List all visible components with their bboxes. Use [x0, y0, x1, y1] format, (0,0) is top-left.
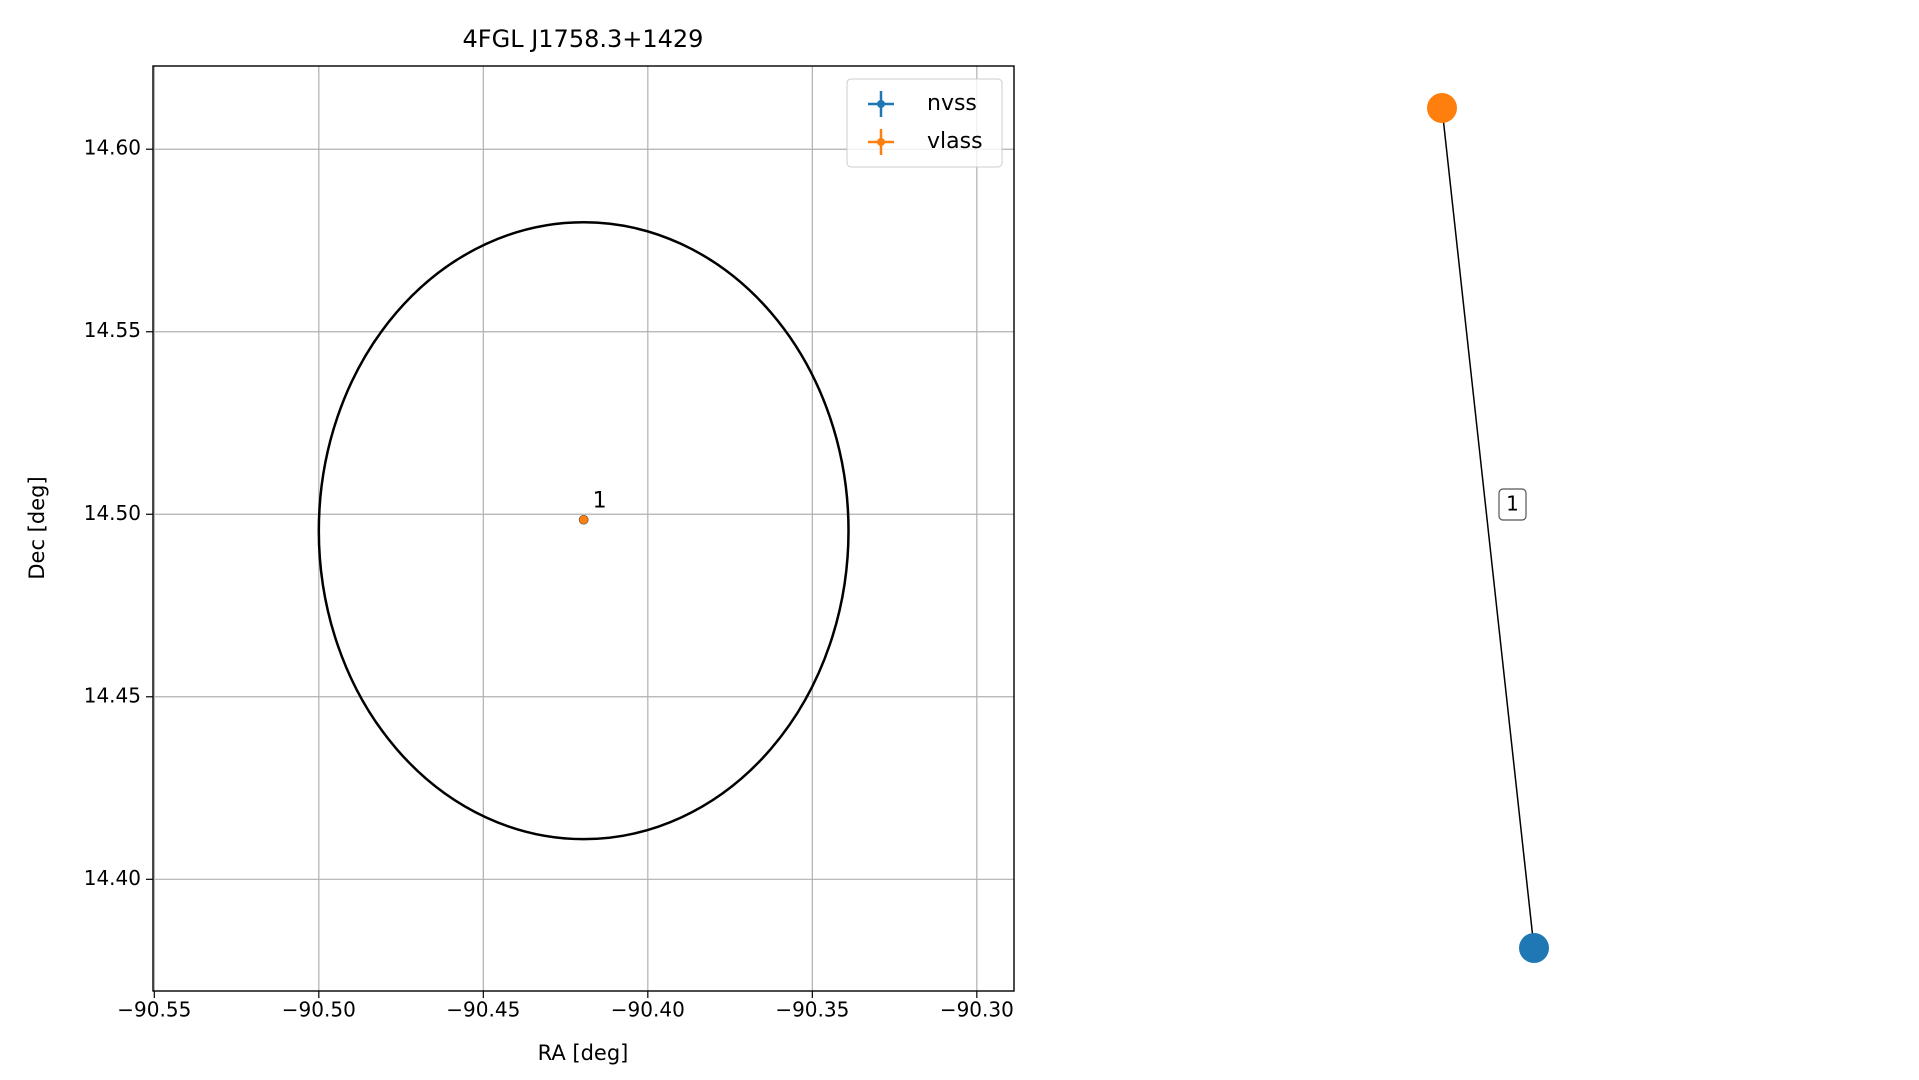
error-ellipse	[317, 220, 850, 841]
graph-edge	[1441, 107, 1535, 949]
edge-label-box	[1498, 488, 1527, 521]
y-tick-label: 14.60	[84, 136, 141, 160]
x-tick-label: −90.45	[446, 998, 520, 1022]
legend-box	[846, 78, 1003, 168]
graph-node	[1519, 933, 1549, 963]
x-tick-label: −90.50	[282, 998, 356, 1022]
legend-swatch	[877, 100, 885, 108]
legend-label: nvss	[927, 91, 977, 116]
edge-label: 1	[1506, 492, 1519, 516]
x-tick-label: −90.35	[775, 998, 849, 1022]
point-annotation: 1	[593, 489, 607, 514]
y-tick-label: 14.50	[84, 501, 141, 525]
axes-frame	[152, 65, 1015, 992]
x-tick-label: −90.40	[611, 998, 685, 1022]
y-tick-label: 14.45	[84, 683, 141, 707]
x-axis-label: RA [deg]	[538, 1041, 629, 1065]
x-tick-label: −90.55	[117, 998, 191, 1022]
data-point	[578, 514, 589, 525]
chart-title: 4FGL J1758.3+1429	[463, 25, 704, 53]
x-tick-label: −90.30	[940, 998, 1014, 1022]
legend-swatch	[877, 138, 885, 146]
graph-node	[1427, 93, 1457, 123]
legend-label: vlass	[927, 129, 983, 154]
y-tick-label: 14.55	[84, 318, 141, 342]
y-tick-label: 14.40	[84, 866, 141, 890]
y-axis-label: Dec [deg]	[25, 476, 49, 579]
